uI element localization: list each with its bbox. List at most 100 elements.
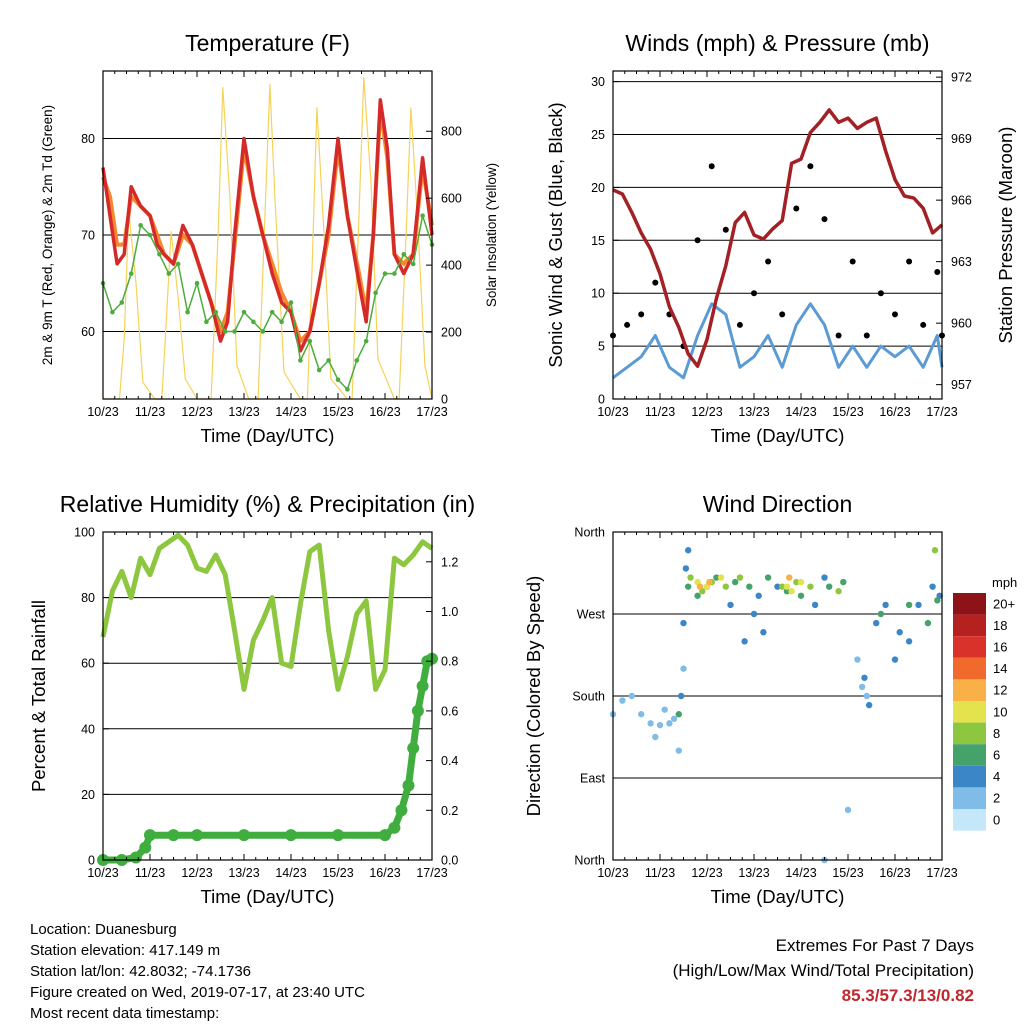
- speed-legend-label: 14: [993, 661, 1007, 676]
- direction-point: [685, 547, 692, 554]
- winds-ylabel: Sonic Wind & Gust (Blue, Black): [545, 102, 566, 367]
- temperature-xtick-label: 14/23: [275, 405, 306, 419]
- station-info: Location: Duanesburg Station elevation: …: [30, 919, 365, 1024]
- direction-xtick-label: 15/23: [832, 866, 863, 880]
- direction-point: [741, 638, 748, 645]
- direction-point: [826, 583, 833, 590]
- winds-xtick-label: 14/23: [785, 405, 816, 419]
- direction-ytick-label: North: [574, 526, 605, 540]
- winds-xtick-label: 11/23: [645, 405, 675, 419]
- winds-xtick-label: 16/23: [879, 405, 910, 419]
- winds-y2tick-label: 966: [951, 194, 972, 208]
- precip-point: [379, 829, 391, 842]
- humidity-ytick-label: 80: [81, 591, 95, 605]
- temperature-ylabel-right: Solar Insolation (Yellow): [484, 163, 499, 307]
- direction-point: [807, 583, 814, 590]
- winds-title: Winds (mph) & Pressure (mb): [625, 30, 929, 56]
- direction-panel: Wind Direction 10/23 11/23 12/23 13/23 14/23 1…: [523, 491, 1017, 907]
- direction-point: [638, 711, 645, 718]
- humidity-y2tick-label: 0.0: [441, 854, 458, 868]
- precip-point: [238, 829, 250, 842]
- direction-point: [760, 629, 767, 636]
- gust-point: [751, 290, 757, 297]
- precip-point: [416, 680, 429, 693]
- direction-xlabel: Time (Day/UTC): [711, 886, 845, 907]
- direction-point: [891, 656, 899, 663]
- temperature-xlabel: Time (Day/UTC): [201, 425, 335, 446]
- temperature-xtick-label: 13/23: [228, 405, 259, 419]
- winds-xtick-label: 13/23: [738, 405, 769, 419]
- direction-point: [905, 601, 913, 609]
- precip-point: [285, 829, 297, 842]
- winds-xlabel: Time (Day/UTC): [711, 425, 845, 446]
- speed-legend-swatch: [953, 787, 986, 809]
- humidity-xlabel: Time (Day/UTC): [201, 886, 335, 907]
- gust-point: [652, 279, 659, 286]
- speed-legend-swatch: [953, 722, 986, 745]
- direction-point: [854, 656, 861, 663]
- direction-point: [882, 601, 889, 609]
- precip-point: [139, 841, 152, 854]
- elevation-text: Station elevation: 417.149 m: [30, 942, 221, 959]
- speed-legend-label: 10: [993, 704, 1007, 719]
- gust-point: [722, 226, 729, 233]
- extremes-title: Extremes For Past 7 Days: [775, 936, 974, 955]
- winds-ytick-label: 10: [591, 287, 605, 301]
- direction-point: [746, 583, 753, 590]
- winds-y2tick-label: 960: [951, 317, 972, 331]
- precip-point: [144, 829, 156, 842]
- winds-y2tick-label: 972: [951, 71, 972, 85]
- gust-point: [793, 205, 800, 212]
- direction-point: [774, 583, 781, 590]
- speed-legend-swatch: [953, 679, 986, 701]
- direction-xtick-label: 10/23: [597, 866, 628, 880]
- gust-point: [708, 163, 715, 170]
- direction-point: [675, 711, 682, 718]
- humidity-xtick-label: 11/23: [135, 866, 165, 880]
- winds-xtick-label: 15/23: [832, 405, 863, 419]
- temperature-y2tick-label: 200: [441, 326, 462, 340]
- winds-y2tick-label: 957: [951, 378, 972, 392]
- winds-xtick-label: 10/23: [597, 405, 628, 419]
- gust-point: [892, 311, 898, 318]
- direction-point: [694, 592, 701, 599]
- precip-point: [191, 829, 203, 842]
- direction-xtick-label: 12/23: [691, 866, 722, 880]
- speed-legend-label: 2: [993, 791, 1000, 806]
- direction-point: [764, 574, 772, 581]
- winds-ytick-label: 5: [598, 340, 605, 354]
- humidity-y2tick-label: 0.4: [441, 754, 458, 768]
- extremes-subtitle: (High/Low/Max Wind/Total Precipitation): [672, 961, 974, 980]
- speed-legend-label: 20+: [993, 596, 1015, 611]
- direction-point: [647, 720, 654, 727]
- humidity-ytick-label: 0: [88, 854, 95, 868]
- direction-point: [821, 574, 828, 581]
- speed-legend-swatch: [953, 636, 986, 658]
- precip-point: [167, 829, 180, 842]
- direction-point: [656, 721, 664, 729]
- recent-timestamp-text: Most recent data timestamp:: [30, 1005, 220, 1022]
- gust-point: [624, 321, 631, 328]
- precip-point: [402, 779, 415, 792]
- latlon-text: Station lat/lon: 42.8032; -74.1736: [30, 963, 252, 980]
- direction-point: [877, 610, 885, 618]
- speed-legend-label: 8: [993, 726, 1000, 741]
- direction-ylabel: Direction (Colored By Speed): [523, 576, 544, 817]
- dewpoint-line: [102, 214, 433, 391]
- temperature-ylabel: 2m & 9m T (Red, Orange) & 2m Td (Green): [40, 105, 55, 365]
- direction-point: [677, 692, 685, 700]
- direction-point: [652, 733, 659, 741]
- humidity-ytick-label: 100: [74, 526, 95, 540]
- direction-point: [858, 683, 866, 691]
- speed-legend-label: 0: [993, 812, 1000, 827]
- direction-point: [680, 665, 687, 672]
- humidity-ytick-label: 40: [81, 722, 95, 736]
- direction-xtick-label: 16/23: [879, 866, 910, 880]
- speed-legend-label: 18: [993, 618, 1007, 633]
- relative-humidity-line: [100, 532, 434, 692]
- direction-point: [783, 588, 791, 595]
- winds-y2tick-label: 963: [951, 255, 972, 269]
- direction-point: [750, 610, 758, 618]
- direction-point: [861, 674, 868, 681]
